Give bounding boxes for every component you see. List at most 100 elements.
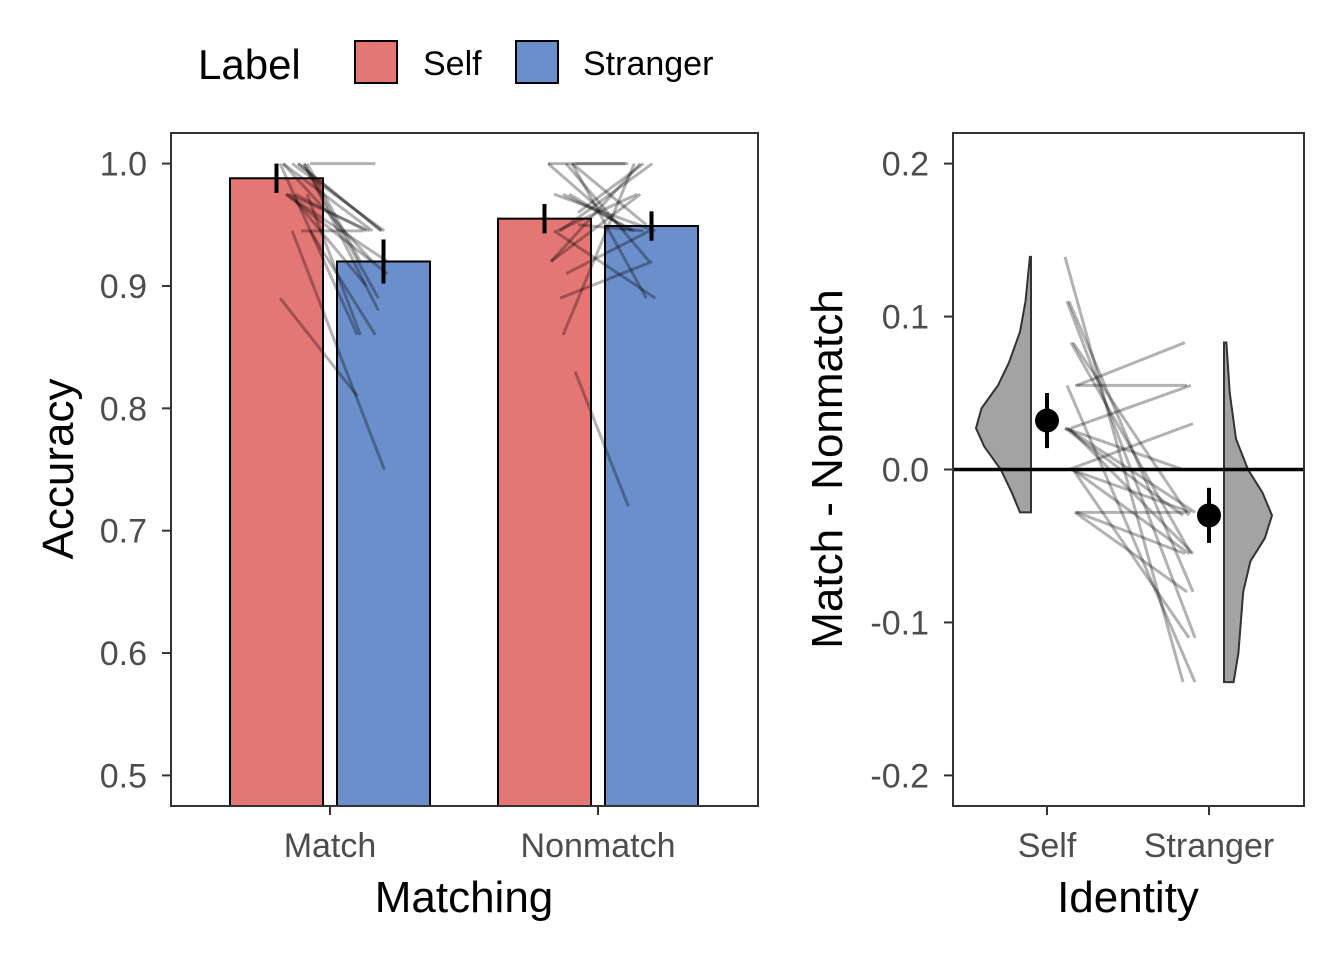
- difference-y-axis-title: Match - Nonmatch: [803, 289, 852, 648]
- individual-line: [1068, 422, 1194, 471]
- individual-line: [281, 162, 374, 263]
- individual-line: [550, 192, 642, 263]
- individual-line: [1070, 383, 1192, 430]
- accuracy-x-axis: Match Nonmatch: [284, 806, 676, 865]
- legend-title: Label: [198, 41, 301, 88]
- individual-line: [285, 193, 389, 275]
- individual-line: [573, 371, 630, 507]
- individual-line: [302, 162, 380, 312]
- individual-line: [1065, 300, 1197, 639]
- individual-line: [297, 162, 383, 233]
- individual-line: [565, 229, 651, 276]
- individual-line: [577, 223, 644, 233]
- individual-line: [547, 162, 627, 233]
- accuracy-panel-border: [170, 132, 759, 807]
- difference-x-axis-title: Identity: [1057, 873, 1199, 922]
- individual-line: [305, 162, 362, 263]
- individual-line: [1067, 427, 1195, 555]
- legend-label-self: Self: [423, 45, 482, 83]
- accuracy-error-bars: [274, 163, 654, 284]
- individual-line: [1074, 511, 1188, 594]
- mean-point-self: [1035, 408, 1059, 433]
- individual-line: [1065, 384, 1197, 683]
- individual-line: [291, 162, 386, 233]
- accuracy-y-axis: 0.5 0.6 0.7 0.8 0.9 1.0: [100, 146, 171, 795]
- bar-stranger-match: [336, 260, 431, 807]
- legend: Label Self Stranger: [198, 40, 713, 88]
- individual-line: [285, 192, 389, 263]
- individual-line: [559, 260, 653, 300]
- individual-line: [1064, 426, 1184, 517]
- violin-self: [974, 255, 1032, 514]
- individual-line: [568, 192, 633, 233]
- difference-y-axis: -0.2 -0.1 0.0 0.1 0.2: [870, 146, 953, 795]
- accuracy-x-axis-title: Matching: [375, 873, 554, 922]
- difference-violins: [974, 255, 1274, 684]
- individual-line: [302, 162, 380, 299]
- individual-line: [278, 162, 359, 336]
- individual-line: [549, 162, 642, 263]
- y-tick-label: 0.1: [882, 299, 929, 337]
- x-tick-label: Stranger: [1144, 827, 1274, 865]
- individual-line: [278, 297, 359, 398]
- individual-line: [1067, 300, 1195, 593]
- difference-x-axis: Self Stranger: [1018, 806, 1274, 865]
- individual-line: [559, 162, 654, 233]
- y-tick-label: 0.0: [882, 452, 929, 490]
- y-tick-label: 0.6: [100, 635, 147, 673]
- individual-line: [577, 162, 645, 214]
- mean-point-stranger: [1197, 503, 1221, 528]
- individual-line: [1071, 341, 1191, 517]
- y-tick-label: -0.1: [870, 604, 929, 642]
- bar-self-match: [229, 177, 324, 808]
- x-tick-label: Self: [1018, 827, 1077, 865]
- individual-line: [1070, 468, 1192, 514]
- accuracy-individual-lines: [278, 162, 657, 507]
- individual-line: [297, 162, 383, 233]
- individual-line: [1063, 256, 1185, 683]
- accuracy-panel: 0.5 0.6 0.7 0.8 0.9 1.0 Match Nonmatch Matchin…: [34, 132, 759, 922]
- y-tick-label: 0.2: [882, 146, 929, 184]
- difference-means: [1035, 393, 1221, 543]
- violin-stranger: [1223, 341, 1274, 684]
- individual-line: [293, 199, 368, 287]
- individual-line: [305, 193, 362, 336]
- individual-line: [553, 229, 657, 300]
- individual-line: [1071, 468, 1191, 639]
- bar-stranger-nonmatch: [604, 224, 699, 808]
- y-tick-label: 1.0: [100, 146, 147, 184]
- y-tick-label: 0.9: [100, 268, 147, 306]
- x-tick-label: Match: [284, 827, 377, 865]
- individual-line: [288, 192, 370, 233]
- y-tick-label: 0.5: [100, 757, 147, 795]
- accuracy-y-axis-title: Accuracy: [34, 379, 83, 560]
- individual-line: [556, 192, 638, 233]
- individual-line: [564, 162, 651, 263]
- individual-line: [561, 163, 636, 336]
- individual-line: [571, 162, 648, 226]
- individual-line: [1076, 510, 1186, 556]
- individual-line: [290, 230, 386, 471]
- difference-panel: -0.2-0.10.00.10.2 Self Stranger Identity …: [803, 132, 1305, 922]
- individual-line: [308, 230, 377, 336]
- legend-swatch-stranger: [515, 40, 559, 84]
- y-tick-label: 0.7: [100, 513, 147, 551]
- individual-line: [553, 192, 656, 233]
- x-tick-label: Nonmatch: [521, 827, 676, 865]
- individual-line: [1066, 426, 1196, 514]
- individual-line: [1072, 468, 1190, 555]
- bar-self-nonmatch: [497, 217, 592, 807]
- y-tick-label: 0.8: [100, 390, 147, 428]
- legend-label-stranger: Stranger: [583, 45, 713, 83]
- individual-line: [294, 192, 368, 233]
- individual-line: [562, 192, 636, 233]
- difference-individual-lines: [1063, 256, 1197, 683]
- individual-line: [282, 162, 374, 233]
- individual-line: [1076, 341, 1186, 387]
- individual-line: [1064, 426, 1184, 471]
- legend-swatch-self: [354, 40, 398, 84]
- individual-line: [570, 162, 648, 299]
- individual-line: [1069, 341, 1193, 555]
- y-tick-label: -0.2: [870, 757, 929, 795]
